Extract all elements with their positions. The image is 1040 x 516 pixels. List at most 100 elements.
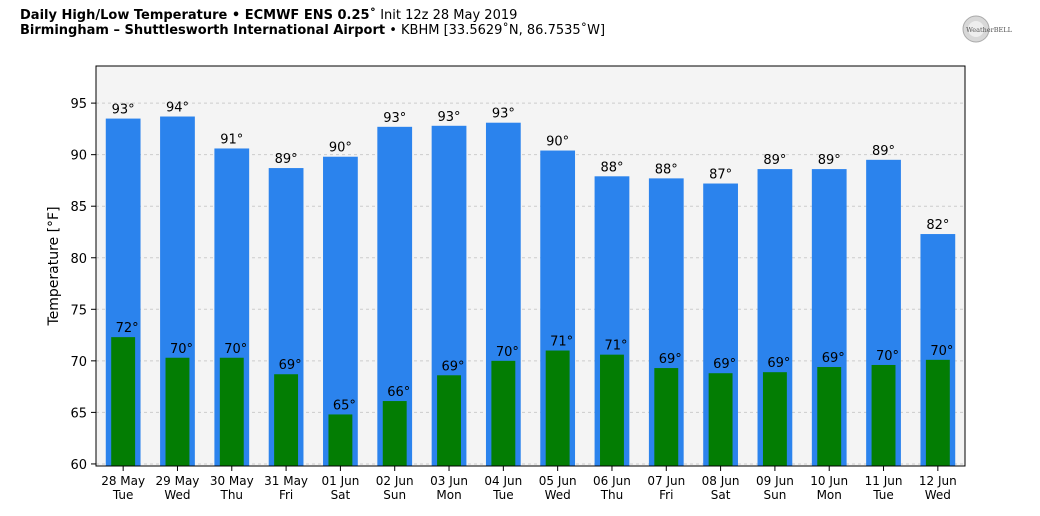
high-temp-label: 88° bbox=[655, 162, 678, 177]
x-tick-day: Wed bbox=[164, 488, 190, 502]
low-temp-label: 69° bbox=[659, 352, 682, 367]
logo-text: WeatherBELL bbox=[966, 26, 1012, 34]
y-tick-label: 65 bbox=[70, 406, 87, 421]
high-temp-label: 88° bbox=[600, 160, 623, 175]
title-line-1: Daily High/Low Temperature • ECMWF ENS 0… bbox=[20, 8, 605, 23]
x-tick-date: 04 Jun bbox=[484, 474, 522, 488]
weatherbell-logo-icon: WeatherBELL bbox=[962, 15, 1013, 43]
low-temp-label: 70° bbox=[876, 349, 899, 364]
low-temp-label: 69° bbox=[442, 359, 465, 374]
low-temp-bar bbox=[328, 414, 353, 466]
x-tick-day: Thu bbox=[220, 488, 244, 502]
low-temp-bar bbox=[708, 373, 733, 466]
x-tick-date: 07 Jun bbox=[647, 474, 685, 488]
low-temp-label: 66° bbox=[387, 385, 410, 400]
low-temp-bar bbox=[219, 357, 244, 466]
low-temp-label: 70° bbox=[170, 342, 193, 357]
low-temp-label: 65° bbox=[333, 398, 356, 413]
low-temp-label: 70° bbox=[224, 342, 247, 357]
x-tick-date: 03 Jun bbox=[430, 474, 468, 488]
low-temp-bar bbox=[654, 368, 679, 466]
low-temp-bar bbox=[871, 364, 896, 466]
low-temp-bar bbox=[600, 354, 624, 466]
high-temp-label: 94° bbox=[166, 101, 189, 116]
high-temp-label: 89° bbox=[872, 144, 895, 159]
high-temp-label: 87° bbox=[709, 168, 732, 183]
x-tick-day: Tue bbox=[492, 488, 514, 502]
x-tick-date: 01 Jun bbox=[321, 474, 359, 488]
high-temp-label: 89° bbox=[275, 152, 298, 167]
high-temp-label: 89° bbox=[763, 153, 786, 168]
x-tick-day: Fri bbox=[279, 488, 293, 502]
high-temp-label: 93° bbox=[383, 111, 406, 126]
low-temp-bar bbox=[437, 375, 461, 466]
high-temp-label: 82° bbox=[926, 218, 949, 233]
high-temp-label: 91° bbox=[220, 132, 243, 147]
x-tick-date: 11 Jun bbox=[865, 474, 903, 488]
x-tick-date: 29 May bbox=[156, 474, 200, 488]
y-tick-label: 70 bbox=[70, 355, 87, 370]
chart-header: Daily High/Low Temperature • ECMWF ENS 0… bbox=[20, 8, 605, 38]
x-tick-day: Wed bbox=[925, 488, 951, 502]
high-temp-label: 93° bbox=[438, 110, 461, 125]
low-temp-bar bbox=[111, 337, 136, 466]
low-temp-bar bbox=[817, 367, 842, 466]
x-tick-day: Mon bbox=[436, 488, 461, 502]
low-temp-label: 70° bbox=[930, 344, 953, 359]
title-line-2: Birmingham – Shuttlesworth International… bbox=[20, 23, 605, 38]
x-tick-date: 02 Jun bbox=[376, 474, 414, 488]
high-temp-label: 93° bbox=[492, 107, 515, 122]
low-temp-label: 70° bbox=[496, 345, 519, 360]
station-name: Birmingham – Shuttlesworth International… bbox=[20, 23, 386, 38]
low-temp-label: 69° bbox=[279, 358, 302, 373]
x-tick-date: 12 Jun bbox=[919, 474, 957, 488]
y-tick-label: 90 bbox=[70, 149, 87, 164]
low-temp-bar bbox=[382, 401, 407, 466]
low-temp-bar bbox=[925, 359, 950, 466]
high-temp-label: 90° bbox=[329, 141, 352, 156]
y-tick-label: 75 bbox=[70, 303, 87, 318]
low-temp-label: 69° bbox=[713, 357, 736, 372]
y-tick-label: 85 bbox=[70, 200, 87, 215]
high-temp-label: 93° bbox=[112, 103, 135, 118]
y-axis-label: Temperature [°F] bbox=[46, 206, 62, 326]
x-tick-day: Sun bbox=[383, 488, 406, 502]
low-temp-label: 69° bbox=[767, 356, 790, 371]
x-tick-date: 06 Jun bbox=[593, 474, 631, 488]
x-tick-day: Sun bbox=[763, 488, 786, 502]
x-tick-day: Sat bbox=[711, 488, 731, 502]
x-tick-date: 09 Jun bbox=[756, 474, 794, 488]
low-temp-label: 69° bbox=[822, 351, 845, 366]
x-tick-date: 30 May bbox=[210, 474, 254, 488]
y-tick-label: 80 bbox=[70, 252, 87, 267]
x-tick-day: Mon bbox=[817, 488, 842, 502]
high-temp-label: 90° bbox=[546, 135, 569, 150]
chart-title: Daily High/Low Temperature • ECMWF ENS 0… bbox=[20, 8, 377, 23]
y-axis: 60 65 70 75 80 85 90 95 bbox=[70, 97, 96, 473]
y-tick-label: 60 bbox=[70, 458, 87, 473]
low-temp-label: 71° bbox=[604, 339, 627, 354]
x-tick-day: Fri bbox=[659, 488, 673, 502]
y-tick-label: 95 bbox=[70, 97, 87, 112]
high-temp-label: 89° bbox=[818, 153, 841, 168]
x-tick-day: Wed bbox=[545, 488, 571, 502]
low-temp-label: 72° bbox=[116, 321, 139, 336]
x-tick-day: Tue bbox=[872, 488, 894, 502]
low-temp-label: 71° bbox=[550, 335, 573, 350]
plot-frame bbox=[95, 65, 966, 467]
x-tick-date: 08 Jun bbox=[702, 474, 740, 488]
station-coords: • KBHM [33.5629˚N, 86.7535˚W] bbox=[385, 23, 606, 38]
low-temp-bar bbox=[274, 374, 299, 466]
low-temp-bar bbox=[491, 360, 516, 466]
low-temp-bar bbox=[165, 357, 190, 466]
low-temp-bar bbox=[762, 372, 787, 466]
bars: 93° 72° 94° 70° 91° 70° 89° 69° 90° 65° 93° 66° 93° 6… bbox=[105, 101, 956, 467]
x-tick-date: 10 Jun bbox=[810, 474, 848, 488]
low-temp-bar bbox=[545, 350, 570, 466]
x-tick-date: 31 May bbox=[264, 474, 308, 488]
init-time: Init 12z 28 May 2019 bbox=[376, 8, 518, 23]
x-tick-date: 28 May bbox=[101, 474, 145, 488]
x-tick-date: 05 Jun bbox=[539, 474, 577, 488]
